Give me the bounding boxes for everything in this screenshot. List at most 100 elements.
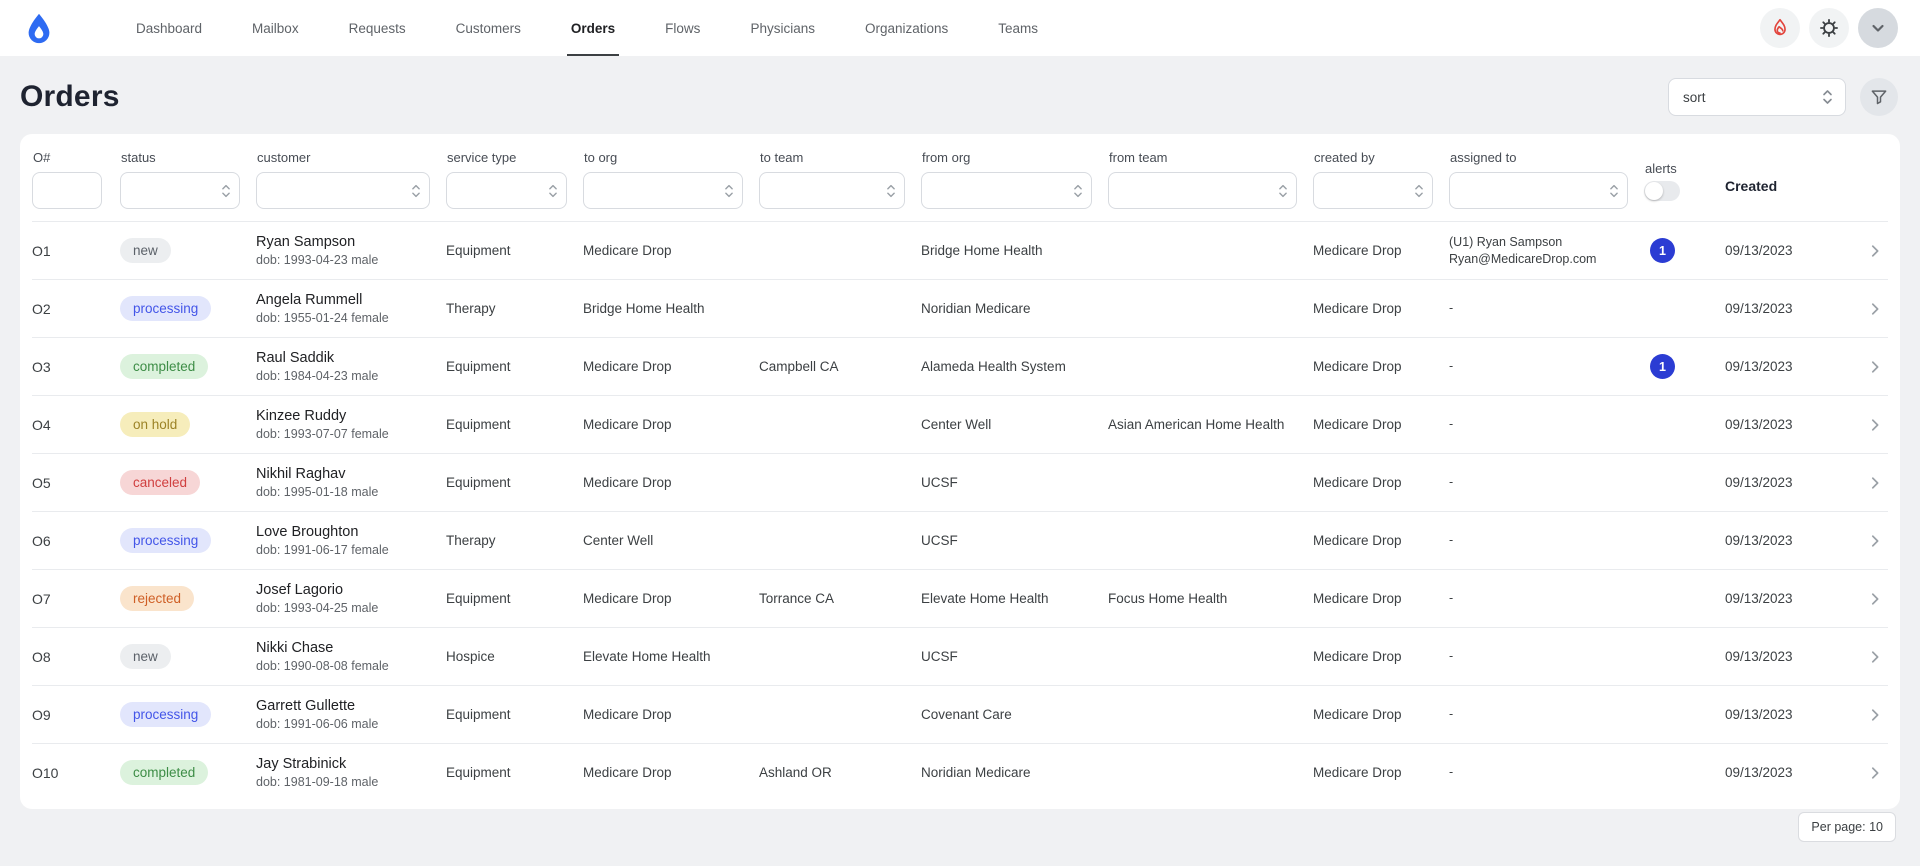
- order-row[interactable]: O6 processing Love Broughton dob: 1991-0…: [32, 511, 1888, 569]
- select-chevrons-icon: [548, 183, 558, 199]
- service-type-cell: Equipment: [446, 591, 511, 606]
- sort-select[interactable]: sort: [1668, 78, 1846, 116]
- customer-cell: Garrett Gullette dob: 1991-06-06 male: [256, 698, 446, 731]
- status-filter-select[interactable]: [120, 172, 240, 209]
- created-date-cell: 09/13/2023: [1725, 243, 1793, 258]
- row-actions-cell: [1847, 418, 1888, 432]
- customer-dob: dob: 1993-04-25 male: [256, 601, 379, 615]
- to-org-filter-select[interactable]: [583, 172, 743, 209]
- chevron-right-icon: [1868, 476, 1882, 490]
- nav-item-customers[interactable]: Customers: [455, 20, 521, 36]
- created-date-cell: 09/13/2023: [1725, 417, 1793, 432]
- page-title: Orders: [20, 80, 120, 113]
- customer-dob: dob: 1955-01-24 female: [256, 311, 389, 325]
- order-row[interactable]: O8 new Nikki Chase dob: 1990-08-08 femal…: [32, 627, 1888, 685]
- from-org-cell: UCSF: [921, 475, 958, 490]
- assigned-to-name: -: [1449, 707, 1454, 722]
- assigned-to-name: -: [1449, 475, 1454, 490]
- nav-item-physicians[interactable]: Physicians: [750, 20, 815, 36]
- per-page-button[interactable]: Per page: 10: [1798, 812, 1896, 842]
- order-row[interactable]: O3 completed Raul Saddik dob: 1984-04-23…: [32, 337, 1888, 395]
- filter-button[interactable]: [1860, 78, 1898, 116]
- service-type-filter-select[interactable]: [446, 172, 567, 209]
- chevron-right-icon: [1868, 302, 1882, 316]
- to-org-cell: Medicare Drop: [583, 475, 672, 490]
- order-row[interactable]: O5 canceled Nikhil Raghav dob: 1995-01-1…: [32, 453, 1888, 511]
- flame-icon: [1769, 17, 1791, 39]
- nav-item-flows[interactable]: Flows: [665, 20, 701, 36]
- column-label: to team: [760, 150, 804, 165]
- from-team-filter-select[interactable]: [1108, 172, 1297, 209]
- created-by-cell: Medicare Drop: [1313, 475, 1402, 490]
- nav-item-mailbox[interactable]: Mailbox: [252, 20, 299, 36]
- status-badge: on hold: [120, 412, 191, 437]
- assigned-to-email: Ryan@MedicareDrop.com: [1449, 251, 1597, 266]
- order-row[interactable]: O10 completed Jay Strabinick dob: 1981-0…: [32, 743, 1888, 801]
- service-type-cell: Equipment: [446, 417, 511, 432]
- nav-item-teams[interactable]: Teams: [998, 20, 1039, 36]
- filter-col-customer: customer: [256, 148, 446, 209]
- order-number-filter-input[interactable]: [32, 172, 102, 209]
- alerts-toggle[interactable]: [1644, 181, 1680, 201]
- chevron-down-icon: [1870, 20, 1886, 36]
- status-badge: rejected: [120, 586, 195, 611]
- orders-table: O# status customer service type to org t…: [20, 134, 1900, 809]
- customer-dob: dob: 1993-04-23 male: [256, 253, 379, 267]
- assigned-to-name: (U1) Ryan Sampson: [1449, 234, 1563, 249]
- customer-cell: Love Broughton dob: 1991-06-17 female: [256, 524, 446, 557]
- gear-icon: [1818, 17, 1840, 39]
- alerts-cell: 1: [1644, 238, 1725, 263]
- customer-filter-select[interactable]: [256, 172, 430, 209]
- alert-count-badge: 1: [1650, 354, 1675, 379]
- from-org-cell: Noridian Medicare: [921, 301, 1031, 316]
- to-team-cell: Campbell CA: [759, 359, 839, 374]
- customer-dob: dob: 1991-06-17 female: [256, 543, 389, 557]
- filter-col-actions: [1847, 148, 1888, 209]
- assigned-to-filter-select[interactable]: [1449, 172, 1628, 209]
- from-org-cell: UCSF: [921, 649, 958, 664]
- order-row[interactable]: O7 rejected Josef Lagorio dob: 1993-04-2…: [32, 569, 1888, 627]
- customer-name: Jay Strabinick: [256, 756, 347, 772]
- chevron-right-icon: [1868, 418, 1882, 432]
- order-row[interactable]: O9 processing Garrett Gullette dob: 1991…: [32, 685, 1888, 743]
- assigned-to-name: -: [1449, 765, 1454, 780]
- flame-button[interactable]: [1760, 8, 1800, 48]
- filter-col-alerts: alerts: [1644, 148, 1725, 209]
- created-date-cell: 09/13/2023: [1725, 765, 1793, 780]
- status-badge: new: [120, 644, 171, 669]
- order-row[interactable]: O2 processing Angela Rummell dob: 1955-0…: [32, 279, 1888, 337]
- select-chevrons-icon: [1414, 183, 1424, 199]
- from-org-cell: Bridge Home Health: [921, 243, 1043, 258]
- primary-nav: Dashboard Mailbox Requests Customers Orders F…: [136, 0, 1038, 56]
- customer-dob: dob: 1984-04-23 male: [256, 369, 379, 383]
- nav-item-organizations[interactable]: Organizations: [864, 20, 949, 36]
- service-type-cell: Therapy: [446, 301, 496, 316]
- created-by-filter-select[interactable]: [1313, 172, 1433, 209]
- table-body: O1 new Ryan Sampson dob: 1993-04-23 male…: [32, 221, 1888, 801]
- to-team-filter-select[interactable]: [759, 172, 905, 209]
- assigned-to-name: -: [1449, 649, 1454, 664]
- to-org-cell: Medicare Drop: [583, 707, 672, 722]
- app-logo[interactable]: [20, 9, 58, 47]
- created-date-cell: 09/13/2023: [1725, 475, 1793, 490]
- account-menu-button[interactable]: [1858, 8, 1898, 48]
- status-badge: processing: [120, 296, 212, 321]
- service-type-cell: Equipment: [446, 359, 511, 374]
- status-badge: completed: [120, 354, 209, 379]
- settings-button[interactable]: [1809, 8, 1849, 48]
- alerts-cell: 1: [1644, 354, 1725, 379]
- order-row[interactable]: O4 on hold Kinzee Ruddy dob: 1993-07-07 …: [32, 395, 1888, 453]
- order-row[interactable]: O1 new Ryan Sampson dob: 1993-04-23 male…: [32, 221, 1888, 279]
- customer-name: Ryan Sampson: [256, 234, 356, 250]
- top-nav: Dashboard Mailbox Requests Customers Orders F…: [0, 0, 1920, 56]
- filter-col-created: Created: [1725, 148, 1847, 209]
- created-date-cell: 09/13/2023: [1725, 359, 1793, 374]
- status-badge: completed: [120, 760, 209, 785]
- from-org-cell: Elevate Home Health: [921, 591, 1049, 606]
- sort-select-value: sort: [1683, 89, 1706, 105]
- nav-item-dashboard[interactable]: Dashboard: [136, 20, 203, 36]
- nav-item-requests[interactable]: Requests: [348, 20, 406, 36]
- from-org-filter-select[interactable]: [921, 172, 1092, 209]
- from-org-cell: Covenant Care: [921, 707, 1012, 722]
- nav-item-orders[interactable]: Orders: [566, 0, 620, 56]
